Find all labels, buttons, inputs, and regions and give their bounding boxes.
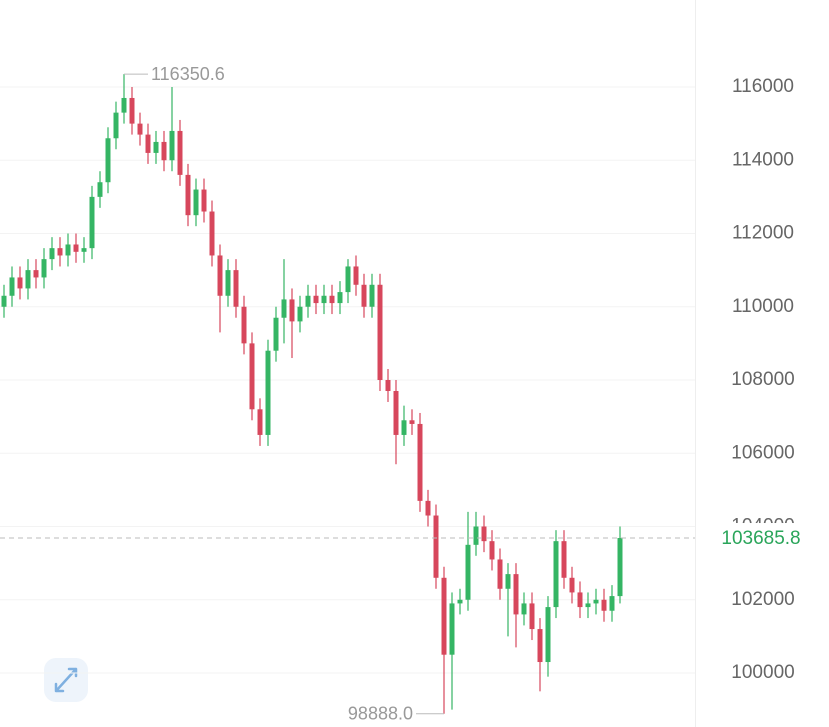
candle-body bbox=[345, 266, 351, 293]
candle-body bbox=[41, 259, 47, 278]
candle-body bbox=[25, 270, 31, 289]
candle-body bbox=[465, 544, 471, 600]
candle-body bbox=[241, 306, 247, 344]
candle-body bbox=[417, 423, 423, 501]
candle-body bbox=[153, 141, 159, 153]
y-tick-label: 110000 bbox=[732, 296, 794, 317]
candle-body bbox=[521, 603, 527, 615]
candle-body bbox=[121, 97, 127, 113]
candle-body bbox=[33, 270, 39, 278]
candle-body bbox=[89, 196, 95, 249]
candle-body bbox=[169, 130, 175, 161]
candle-body bbox=[217, 255, 223, 296]
candle-body bbox=[81, 248, 87, 252]
candle-body bbox=[337, 292, 343, 304]
candle-body bbox=[329, 295, 335, 304]
candle-body bbox=[281, 299, 287, 318]
candle-body bbox=[305, 295, 311, 307]
candle-body bbox=[145, 134, 151, 153]
candle-body bbox=[505, 574, 511, 589]
candle-body bbox=[601, 599, 607, 611]
candle-body bbox=[233, 270, 239, 307]
candle-body bbox=[561, 541, 567, 578]
candle-body bbox=[497, 559, 503, 589]
candle-body bbox=[49, 248, 55, 260]
candle-body bbox=[441, 577, 447, 655]
candle-body bbox=[193, 189, 199, 216]
candle-body bbox=[209, 211, 215, 256]
candle-body bbox=[457, 599, 463, 604]
candle-body bbox=[249, 343, 255, 410]
expand-button[interactable] bbox=[44, 658, 88, 702]
candle-body bbox=[353, 266, 359, 285]
candle-body bbox=[481, 526, 487, 542]
candle-body bbox=[369, 284, 375, 307]
candle-body bbox=[9, 277, 15, 296]
y-tick-label: 116000 bbox=[732, 76, 794, 97]
candle-body bbox=[17, 277, 23, 289]
candle-body bbox=[73, 244, 79, 252]
candle-body bbox=[433, 515, 439, 578]
candle-body bbox=[449, 603, 455, 655]
candle-body bbox=[401, 420, 407, 435]
candle-body bbox=[313, 295, 319, 304]
candle-body bbox=[489, 541, 495, 560]
candle-body bbox=[161, 141, 167, 161]
last-price-box bbox=[698, 523, 829, 554]
candle-body bbox=[569, 577, 575, 593]
candle-body bbox=[385, 380, 391, 391]
candle-body bbox=[513, 574, 519, 615]
candle-body bbox=[105, 138, 111, 183]
candle-body bbox=[97, 182, 103, 197]
candle-body bbox=[273, 317, 279, 351]
candle-body bbox=[577, 592, 583, 608]
candle-body bbox=[553, 541, 559, 608]
candle-body bbox=[609, 596, 615, 611]
candle-body bbox=[289, 299, 295, 322]
candle-body bbox=[473, 526, 479, 545]
candle-body bbox=[177, 130, 183, 175]
candle-body bbox=[129, 97, 135, 124]
candle-body bbox=[57, 248, 63, 256]
plot: 1000001020001040001060001080001100001120… bbox=[0, 64, 829, 723]
candle-body bbox=[529, 603, 535, 630]
candle-body bbox=[361, 284, 367, 307]
candle-body bbox=[393, 390, 399, 435]
y-tick-label: 108000 bbox=[731, 369, 794, 390]
candle-body bbox=[137, 123, 143, 135]
candle-body bbox=[545, 607, 551, 663]
y-tick-label: 100000 bbox=[731, 662, 794, 683]
candle-body bbox=[1, 295, 7, 307]
candle-body bbox=[593, 599, 599, 604]
candle-body bbox=[201, 189, 207, 212]
expand-icon[interactable] bbox=[54, 667, 78, 693]
candle-body bbox=[65, 244, 71, 256]
y-tick-label: 102000 bbox=[731, 589, 794, 610]
candle-body bbox=[425, 500, 431, 516]
candle-body bbox=[409, 420, 415, 424]
candle-body bbox=[113, 112, 119, 139]
y-tick-label: 112000 bbox=[732, 223, 794, 244]
candle-body bbox=[225, 270, 231, 296]
last-price-label: 103685.8 bbox=[721, 528, 800, 549]
candle-body bbox=[585, 603, 591, 608]
y-tick-label: 106000 bbox=[731, 442, 794, 463]
candle-body bbox=[257, 409, 263, 435]
high-label: 116350.6 bbox=[151, 64, 225, 84]
low-label: 98888.0 bbox=[348, 703, 413, 723]
candle-body bbox=[265, 350, 271, 435]
candle-body bbox=[377, 284, 383, 381]
candle-body bbox=[185, 174, 191, 216]
candle-body bbox=[321, 295, 327, 304]
candle-body bbox=[617, 538, 623, 597]
candle-body bbox=[297, 306, 303, 322]
candle-body bbox=[537, 629, 543, 663]
y-tick-label: 114000 bbox=[732, 149, 794, 170]
